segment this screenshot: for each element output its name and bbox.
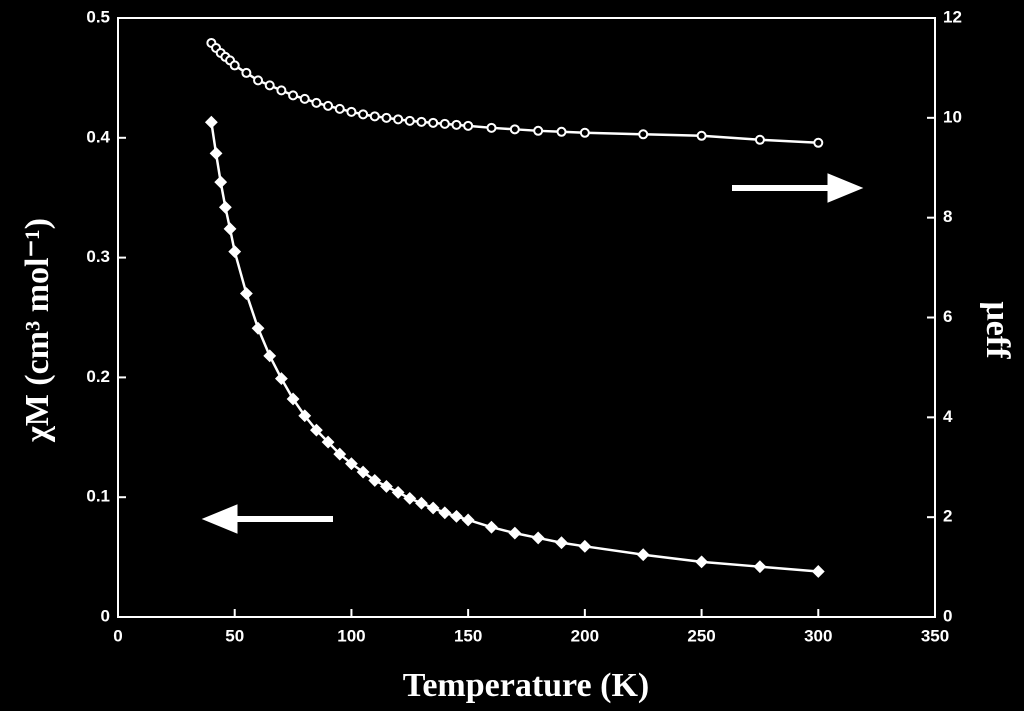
point: [404, 115, 415, 126]
point: [286, 392, 300, 406]
point: [321, 435, 335, 449]
point: [556, 126, 567, 137]
point: [380, 480, 393, 493]
y2-tick-label: 8: [943, 207, 952, 226]
point: [251, 321, 265, 335]
point: [403, 491, 417, 505]
point: [288, 90, 299, 101]
point: [276, 85, 287, 96]
point: [381, 112, 392, 123]
x-tick-label: 300: [804, 626, 832, 645]
point: [461, 513, 475, 527]
point: [334, 103, 345, 114]
y2-tick-label: 10: [943, 107, 962, 126]
y-tick-label: 0.1: [86, 487, 110, 506]
point: [204, 115, 218, 129]
left-arrow: [201, 504, 333, 534]
point: [426, 501, 440, 515]
point: [263, 349, 277, 363]
point: [531, 531, 545, 545]
point: [214, 175, 228, 189]
point: [241, 67, 252, 78]
point: [299, 93, 310, 104]
y-tick-label: 0.3: [86, 247, 110, 266]
point: [415, 496, 428, 510]
point: [754, 134, 765, 145]
point: [813, 137, 824, 148]
point: [369, 111, 380, 122]
y2-tick-label: 4: [943, 407, 953, 426]
y-tick-label: 0.4: [86, 127, 110, 146]
point: [555, 536, 568, 550]
x-tick-label: 350: [921, 626, 949, 645]
plot-frame: [117, 17, 936, 618]
point: [274, 372, 288, 386]
point: [358, 109, 369, 120]
point: [229, 60, 240, 71]
point: [638, 129, 649, 140]
point: [486, 122, 497, 133]
x-tick-label: 0: [113, 626, 122, 645]
y2-axis-label: μeff: [979, 301, 1016, 359]
x-tick-label: 150: [454, 626, 482, 645]
y-tick-label: 0: [101, 606, 110, 625]
point: [578, 539, 592, 553]
x-tick-label: 200: [571, 626, 599, 645]
point: [218, 200, 232, 214]
point: [298, 409, 312, 423]
point: [811, 565, 825, 578]
point: [695, 555, 708, 569]
point: [636, 548, 650, 562]
right-arrow: [732, 173, 864, 203]
point: [509, 124, 520, 135]
point: [438, 506, 452, 520]
y2-tick-label: 12: [943, 7, 962, 26]
y2-tick-label: 0: [943, 606, 952, 625]
point: [439, 118, 450, 129]
point: [696, 130, 707, 141]
point: [264, 80, 275, 91]
point: [450, 509, 463, 523]
point: [579, 127, 590, 138]
y2-tick-label: 2: [943, 507, 952, 526]
point: [533, 125, 544, 136]
x-tick-label: 250: [687, 626, 715, 645]
point: [345, 457, 358, 471]
point: [428, 117, 439, 128]
x-axis-label: Temperature (K): [403, 667, 649, 704]
point: [391, 485, 405, 499]
point: [368, 474, 382, 487]
point: [310, 423, 323, 437]
fit-line: [210, 122, 819, 573]
point: [393, 114, 404, 125]
point: [333, 447, 347, 461]
point: [451, 119, 462, 130]
point: [346, 106, 357, 117]
x-tick-label: 50: [225, 626, 244, 645]
point: [508, 526, 522, 540]
point: [485, 520, 498, 534]
y-tick-label: 0.2: [86, 367, 110, 386]
point: [311, 97, 322, 108]
point: [416, 116, 427, 127]
y-tick-label: 0.5: [86, 7, 110, 26]
point: [223, 222, 237, 236]
point: [753, 560, 767, 574]
point: [239, 287, 253, 300]
point: [323, 100, 334, 111]
x-tick-label: 100: [337, 626, 365, 645]
point: [356, 465, 370, 479]
y2-tick-label: 6: [943, 307, 952, 326]
point: [228, 245, 242, 259]
point: [253, 75, 264, 86]
point: [463, 120, 474, 131]
point: [209, 146, 223, 160]
y-axis-label: χM (cm³ mol⁻¹): [19, 218, 56, 443]
